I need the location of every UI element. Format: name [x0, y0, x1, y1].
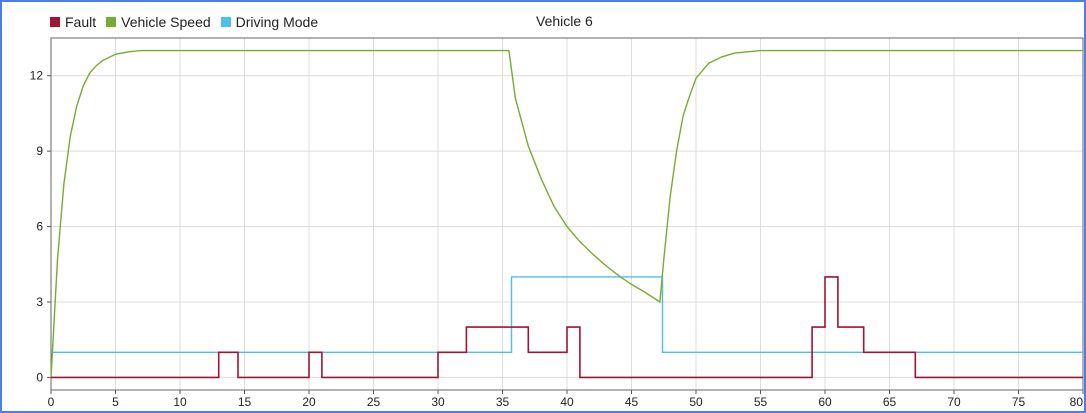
series-line-driving-mode — [51, 276, 1083, 353]
x-tick-label: 25 — [367, 395, 381, 409]
legend-label-fault: Fault — [65, 14, 97, 30]
series-layer — [50, 49, 1083, 379]
x-tick-label: 75 — [1012, 395, 1026, 409]
y-tick-label: 6 — [36, 220, 43, 234]
y-tick-label: 9 — [36, 144, 43, 158]
x-tick-label: 20 — [302, 395, 316, 409]
x-tick-label: 35 — [496, 395, 510, 409]
x-tick-label: 45 — [625, 395, 639, 409]
tick-labels: 0 5 10 15 20 25 30 35 40 45 50 55 60 65 70 75 80 0 3 6 9 12 — [30, 69, 1084, 409]
x-tick-label: 70 — [947, 395, 961, 409]
y-tick-label: 0 — [36, 370, 43, 384]
axes — [47, 37, 1084, 394]
legend-swatch-fault — [50, 17, 60, 27]
x-tick-label: 55 — [754, 395, 768, 409]
legend: Fault Vehicle Speed Driving Mode — [50, 14, 328, 30]
series-line-fault — [51, 276, 1083, 379]
legend-label-driving-mode: Driving Mode — [235, 14, 319, 30]
x-tick-label: 80 — [1070, 395, 1084, 409]
legend-item-driving-mode[interactable]: Driving Mode — [220, 14, 319, 30]
x-tick-label: 5 — [112, 395, 119, 409]
series-line-vehicle-speed — [50, 49, 1083, 378]
x-tick-label: 50 — [689, 395, 703, 409]
x-tick-label: 15 — [238, 395, 252, 409]
legend-item-fault[interactable]: Fault — [50, 14, 96, 30]
x-tick-label: 30 — [431, 395, 445, 409]
y-tick-label: 12 — [30, 69, 44, 83]
plot-border — [50, 37, 1084, 391]
x-tick-label: 10 — [173, 395, 187, 409]
chart-title: Vehicle 6 — [536, 13, 593, 29]
x-tick-label: 60 — [818, 395, 832, 409]
x-tick-label: 40 — [560, 395, 574, 409]
x-tick-label: 0 — [48, 395, 55, 409]
legend-item-vehicle-speed[interactable]: Vehicle Speed — [106, 14, 211, 30]
x-tick-label: 65 — [883, 395, 897, 409]
legend-swatch-driving-mode — [220, 17, 231, 27]
y-tick-label: 3 — [36, 295, 43, 309]
legend-swatch-vehicle-speed — [106, 17, 117, 27]
legend-label-vehicle-speed: Vehicle Speed — [121, 14, 211, 30]
